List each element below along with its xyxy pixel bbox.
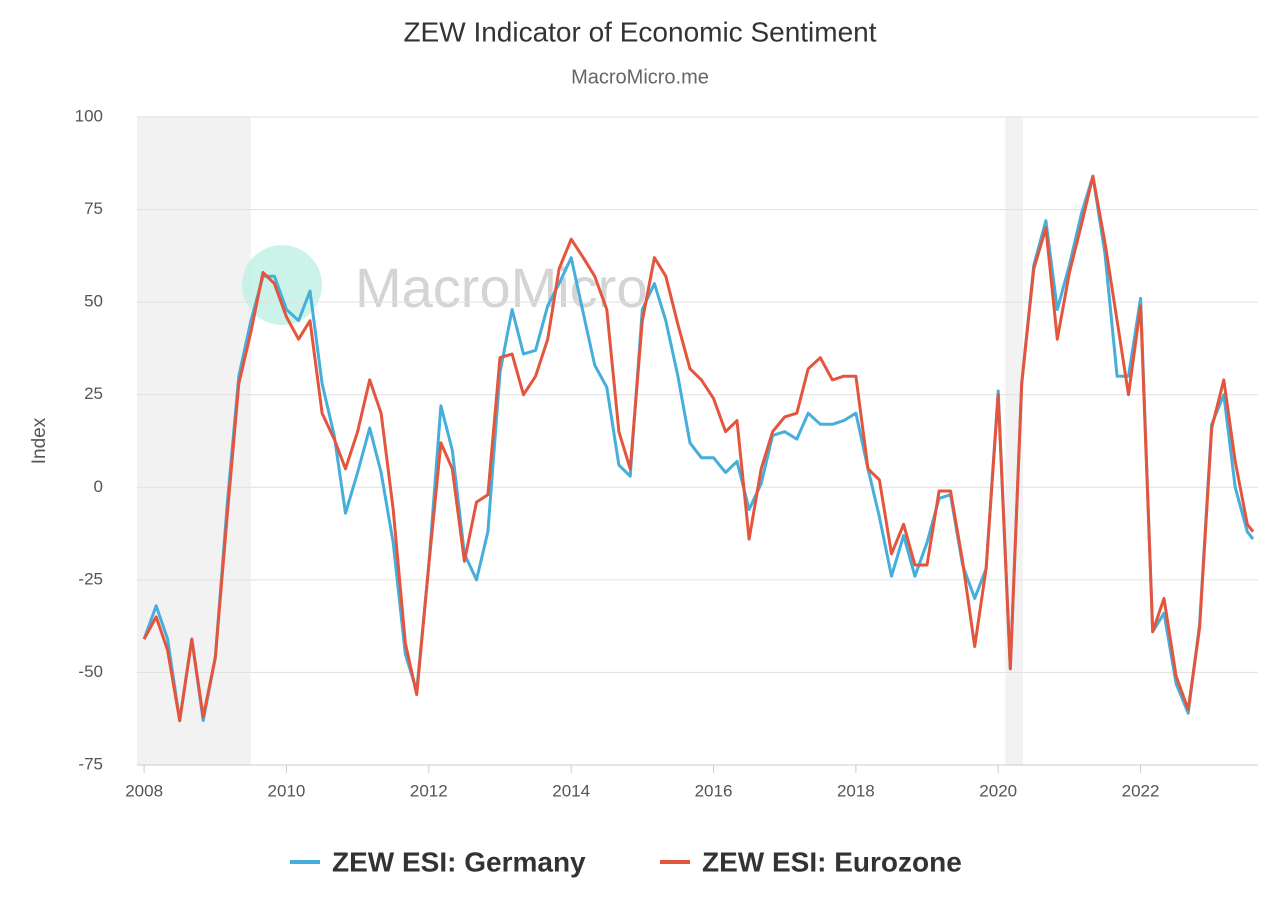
y-tick-label: 0 (94, 477, 103, 496)
y-tick-label: -25 (78, 569, 103, 588)
y-tick-label: 100 (75, 106, 103, 125)
legend-label: ZEW ESI: Germany (332, 846, 586, 877)
watermark-logo (242, 245, 322, 325)
y-tick-label: -50 (78, 662, 103, 681)
y-tick-label: 25 (84, 384, 103, 403)
recession-band (1005, 117, 1024, 765)
chart-title: ZEW Indicator of Economic Sentiment (403, 16, 876, 47)
x-tick-label: 2022 (1122, 781, 1160, 800)
series-line (142, 174, 1255, 723)
y-tick-label: 50 (84, 292, 103, 311)
y-tick-label: 75 (84, 199, 103, 218)
legend-label: ZEW ESI: Eurozone (702, 846, 962, 877)
chart-subtitle: MacroMicro.me (571, 66, 709, 88)
x-tick-label: 2014 (552, 781, 590, 800)
x-tick-label: 2012 (410, 781, 448, 800)
y-tick-label: -75 (78, 754, 103, 773)
x-tick-label: 2018 (837, 781, 875, 800)
y-axis-label: Index (29, 417, 50, 464)
x-tick-label: 2010 (268, 781, 306, 800)
watermark: MacroMicro (355, 256, 647, 319)
x-tick-label: 2008 (125, 781, 163, 800)
series-line (142, 174, 1255, 723)
x-tick-label: 2020 (979, 781, 1017, 800)
x-tick-label: 2016 (695, 781, 733, 800)
